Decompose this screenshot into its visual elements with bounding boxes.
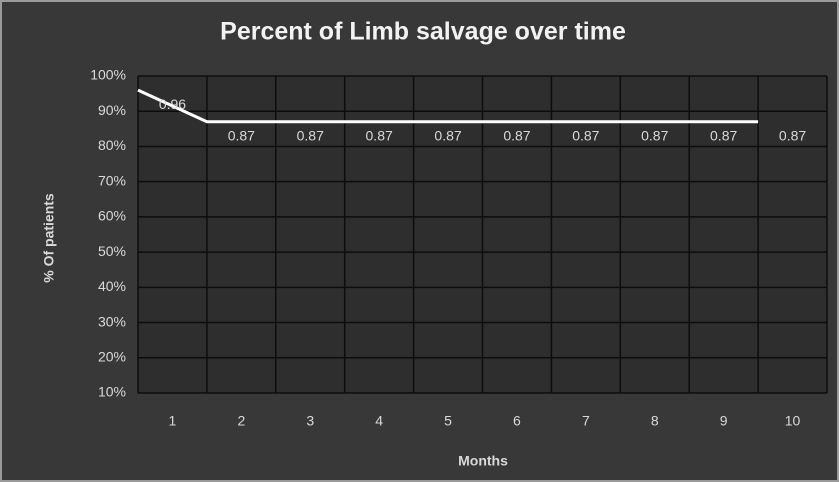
y-tick-label: 40% [98, 278, 126, 294]
y-tick-label: 30% [98, 313, 126, 329]
y-tick-label: 50% [98, 243, 126, 259]
data-label: 0.87 [228, 127, 255, 143]
data-line [137, 88, 759, 124]
x-tick-label: 2 [237, 413, 245, 429]
data-label: 0.87 [572, 127, 599, 143]
y-axis-title: % Of patients [41, 193, 57, 283]
x-tick-label: 3 [306, 413, 314, 429]
x-tick-label: 6 [513, 413, 521, 429]
y-tick-label: 10% [98, 384, 126, 400]
y-tick-label: 80% [98, 137, 126, 153]
data-label: 0.87 [641, 127, 668, 143]
data-label: 0.96 [159, 96, 186, 112]
x-tick-label: 7 [582, 413, 590, 429]
data-label: 0.87 [366, 127, 393, 143]
data-label: 0.87 [779, 127, 806, 143]
y-tick-label: 60% [98, 208, 126, 224]
x-tick-label: 10 [785, 413, 801, 429]
y-tick-label: 100% [90, 67, 126, 83]
x-axis-title: Months [458, 453, 508, 469]
data-label: 0.87 [434, 127, 461, 143]
x-tick-label: 8 [651, 413, 659, 429]
x-tick-label: 4 [375, 413, 383, 429]
y-tick-label: 20% [98, 348, 126, 364]
x-tick-label: 9 [720, 413, 728, 429]
data-label: 0.87 [710, 127, 737, 143]
y-tick-label: 70% [98, 172, 126, 188]
chart-title: Percent of Limb salvage over time [220, 18, 626, 46]
x-tick-label: 5 [444, 413, 452, 429]
data-label: 0.87 [297, 127, 324, 143]
x-tick-label: 1 [169, 413, 177, 429]
y-tick-label: 90% [98, 102, 126, 118]
data-label: 0.87 [503, 127, 530, 143]
